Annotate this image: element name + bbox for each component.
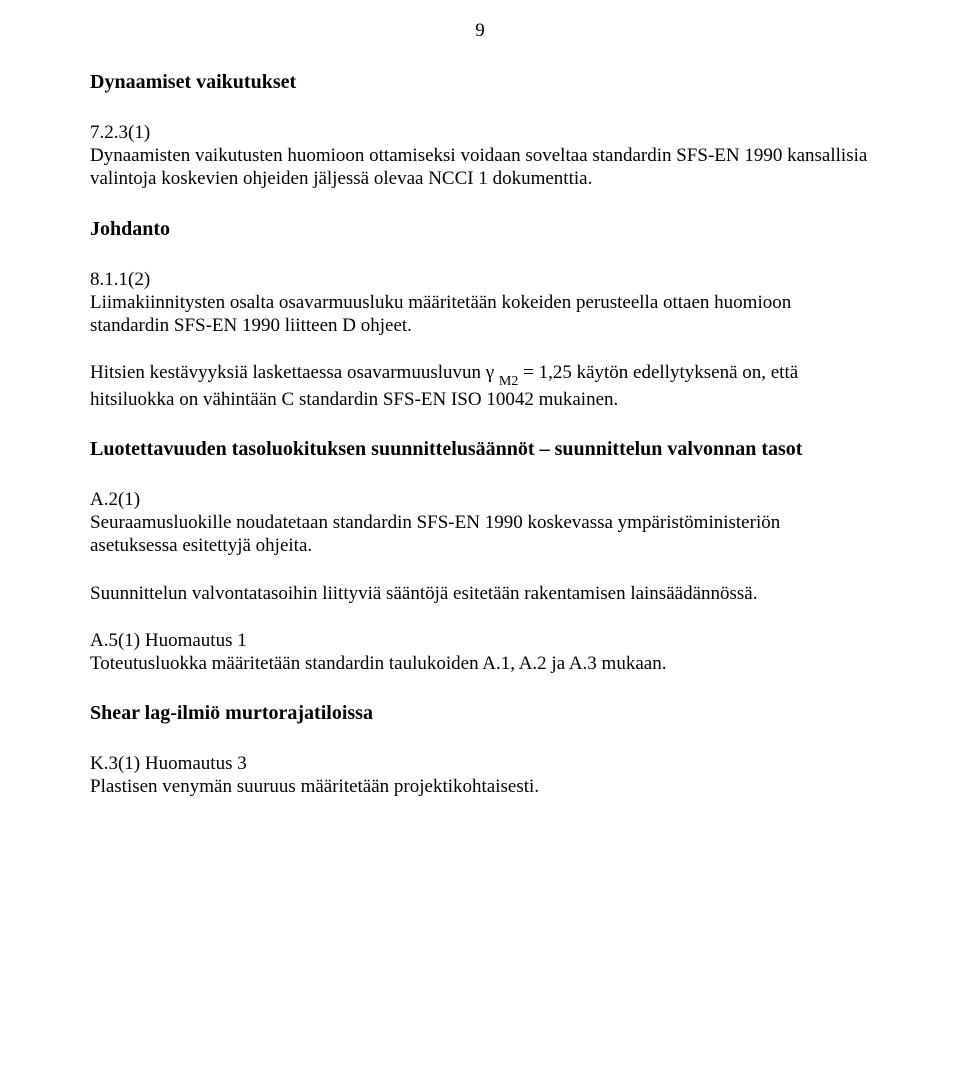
heading-luotettavuuden: Luotettavuuden tasoluokituksen suunnitte…	[90, 437, 870, 462]
clause-text: Toteutusluokka määritetään standardin ta…	[90, 652, 870, 675]
gamma-subscript: M2	[499, 374, 518, 389]
clause-text: Plastisen venymän suuruus määritetään pr…	[90, 775, 870, 798]
clause-id: A.2(1)	[90, 488, 870, 511]
clause-text: Liimakiinnitysten osalta osavarmuusluku …	[90, 291, 870, 337]
clause-id: K.3(1) Huomautus 3	[90, 752, 870, 775]
paragraph-suunnittelun: Suunnittelun valvontatasoihin liittyviä …	[90, 582, 870, 605]
page-number: 9	[90, 20, 870, 42]
clause-id: A.5(1) Huomautus 1	[90, 629, 870, 652]
heading-dynaamiset: Dynaamiset vaikutukset	[90, 70, 870, 95]
clause-id: 7.2.3(1)	[90, 121, 870, 144]
clause-text: Dynaamisten vaikutusten huomioon ottamis…	[90, 144, 870, 190]
document-page: 9 Dynaamiset vaikutukset 7.2.3(1) Dynaam…	[0, 0, 960, 862]
heading-shear-lag: Shear lag-ilmiö murtorajatiloissa	[90, 701, 870, 726]
paragraph-hitsien: Hitsien kestävyyksiä laskettaessa osavar…	[90, 361, 870, 411]
clause-text: Seuraamusluokille noudatetaan standardin…	[90, 511, 870, 557]
clause-id: 8.1.1(2)	[90, 268, 870, 291]
heading-johdanto: Johdanto	[90, 217, 870, 242]
text-prefix: Hitsien kestävyyksiä laskettaessa osavar…	[90, 362, 499, 383]
